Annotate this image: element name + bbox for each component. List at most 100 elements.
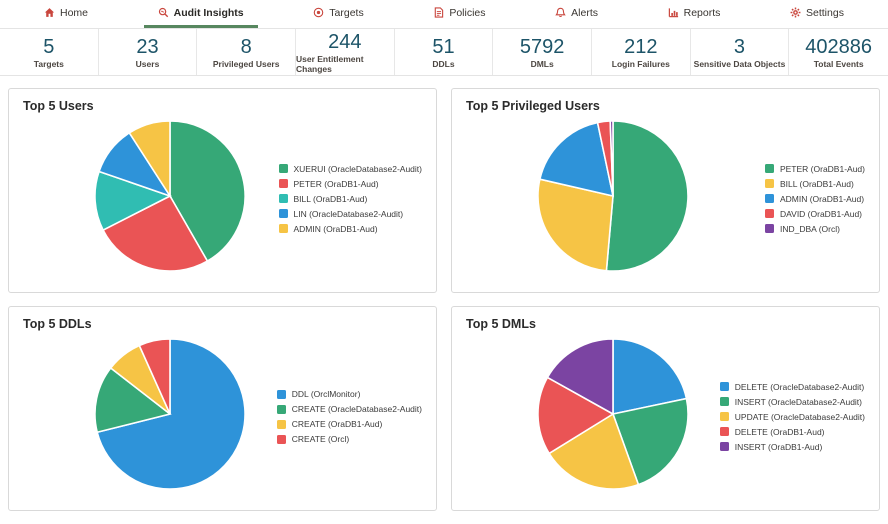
pie-slice[interactable] — [537, 178, 614, 272]
pie-slice[interactable] — [94, 366, 172, 434]
pie-slice[interactable] — [169, 120, 246, 263]
nav-item-alerts[interactable]: Alerts — [541, 0, 612, 28]
stat-login-failures: 212 Login Failures — [592, 29, 691, 75]
legend-item[interactable]: CREATE (Orcl) — [276, 434, 422, 444]
pie-slice[interactable] — [128, 120, 171, 199]
pie-wrap — [91, 335, 249, 498]
nav-item-policies[interactable]: Policies — [419, 0, 499, 28]
legend-label: CREATE (OraDB1-Aud) — [291, 419, 383, 429]
pie-slice[interactable] — [612, 338, 688, 415]
nav-item-label: Audit Insights — [173, 6, 244, 19]
legend-item[interactable]: CREATE (OracleDatabase2-Audit) — [276, 404, 422, 414]
legend-item[interactable]: DELETE (OraDB1-Aud) — [719, 426, 865, 437]
legend-label: IND_DBA (Orcl) — [779, 223, 840, 234]
legend-label: UPDATE (OracleDatabase2-Audit) — [734, 411, 865, 422]
legend-item[interactable]: ADMIN (OraDB1-Aud) — [764, 193, 865, 204]
pie-slice[interactable] — [538, 121, 615, 198]
legend-label: ADMIN (OraDB1-Aud) — [779, 193, 865, 204]
legend-item[interactable]: PETER (OraDB1-Aud) — [278, 179, 423, 189]
stat-users: 23 Users — [99, 29, 198, 75]
chart-legend: XUERUI (OracleDatabase2-Audit) PETER (Or… — [278, 164, 423, 234]
legend-item[interactable]: XUERUI (OracleDatabase2-Audit) — [278, 164, 422, 174]
legend-swatch — [719, 397, 729, 406]
pie-slice[interactable] — [548, 412, 640, 490]
pie-chart — [537, 338, 689, 490]
panel-top-5-privileged-users: Top 5 Privileged Users PETER (OraDB1-Aud… — [451, 88, 880, 293]
legend-label: INSERT (OracleDatabase2-Audit) — [734, 396, 863, 407]
target-icon — [313, 7, 324, 18]
legend-swatch — [276, 389, 286, 399]
stat-dmls: 5792 DMLs — [493, 29, 592, 75]
stat-total-events: 402886 Total Events — [789, 29, 888, 75]
stat-label: Targets — [33, 59, 64, 69]
legend-item[interactable]: DAVID (OraDB1-Aud) — [764, 209, 865, 219]
pie-slice[interactable] — [546, 338, 614, 416]
bar-chart-icon — [668, 7, 679, 18]
nav-item-label: Targets — [329, 6, 364, 19]
stat-value: 5792 — [519, 36, 565, 58]
legend-swatch — [719, 427, 729, 436]
nav-item-home[interactable]: Home — [30, 0, 102, 28]
legend-item[interactable]: IND_DBA (Orcl) — [764, 223, 865, 234]
nav-item-targets[interactable]: Targets — [299, 0, 377, 28]
pie-slice[interactable] — [138, 338, 171, 415]
pie-chart — [94, 120, 246, 272]
pie-slice[interactable] — [611, 397, 689, 486]
legend-item[interactable]: LIN (OracleDatabase2-Audit) — [278, 208, 423, 219]
legend-item[interactable]: INSERT (OraDB1-Aud) — [719, 441, 865, 452]
pie-chart — [537, 120, 689, 272]
legend-item[interactable]: DELETE (OracleDatabase2-Audit) — [719, 382, 865, 392]
legend-item[interactable]: UPDATE (OracleDatabase2-Audit) — [719, 411, 865, 422]
legend-swatch — [764, 224, 774, 233]
pie-wrap — [534, 117, 692, 280]
legend-item[interactable]: DDL (OrclMonitor) — [276, 389, 422, 399]
summary-stats-bar: 5 Targets 23 Users 8 Privileged Users 244 User … — [0, 28, 888, 76]
legend-swatch — [764, 179, 774, 188]
stat-value: 8 — [240, 36, 252, 58]
stat-value: 212 — [624, 36, 658, 58]
legend-item[interactable]: PETER (OraDB1-Aud) — [764, 164, 865, 174]
legend-swatch — [278, 179, 288, 188]
legend-item[interactable]: INSERT (OracleDatabase2-Audit) — [719, 396, 865, 407]
legend-label: LIN (OracleDatabase2-Audit) — [293, 208, 404, 219]
legend-item[interactable]: CREATE (OraDB1-Aud) — [276, 419, 422, 429]
panel-body: PETER (OraDB1-Aud) BILL (OraDB1-Aud) ADM… — [466, 113, 867, 284]
legend-swatch — [276, 434, 286, 444]
legend-item[interactable]: BILL (OraDB1-Aud) — [764, 179, 865, 189]
legend-label: DELETE (OraDB1-Aud) — [734, 426, 825, 437]
pie-slice[interactable] — [609, 120, 614, 197]
legend-item[interactable]: BILL (OraDB1-Aud) — [278, 193, 423, 204]
chart-legend: DELETE (OracleDatabase2-Audit) INSERT (O… — [719, 382, 865, 452]
stat-value: 23 — [136, 36, 159, 58]
nav-item-label: Settings — [806, 6, 844, 19]
stat-value: 51 — [432, 36, 455, 58]
legend-label: BILL (OraDB1-Aud) — [293, 193, 368, 204]
legend-swatch — [764, 194, 774, 203]
chart-legend: PETER (OraDB1-Aud) BILL (OraDB1-Aud) ADM… — [764, 164, 865, 234]
stat-user-entitlement-changes: 244 User Entitlement Changes — [296, 29, 395, 75]
panel-title: Top 5 Users — [23, 99, 94, 113]
panel-top-5-dmls: Top 5 DMLs DELETE (OracleDatabase2-Audit… — [451, 306, 880, 511]
legend-swatch — [719, 382, 729, 391]
pie-slice[interactable] — [102, 194, 209, 272]
pie-slice[interactable] — [94, 170, 173, 232]
legend-swatch — [278, 164, 288, 173]
pie-slice[interactable] — [605, 120, 689, 272]
legend-item[interactable]: ADMIN (OraDB1-Aud) — [278, 224, 423, 234]
legend-label: INSERT (OraDB1-Aud) — [734, 441, 823, 452]
chart-panels-grid: Top 5 Users XUERUI (OracleDatabase2-Audi… — [8, 88, 880, 511]
pie-slice[interactable] — [537, 376, 615, 455]
gear-icon — [790, 7, 801, 18]
legend-swatch — [278, 224, 288, 233]
nav-item-settings[interactable]: Settings — [776, 0, 858, 28]
stat-privileged-users: 8 Privileged Users — [197, 29, 296, 75]
stat-label: Privileged Users — [212, 59, 280, 69]
legend-label: DDL (OrclMonitor) — [291, 389, 361, 399]
nav-item-label: Policies — [449, 6, 486, 19]
legend-swatch — [764, 164, 774, 173]
nav-item-audit-insights[interactable]: Audit Insights — [143, 0, 258, 28]
policy-icon — [433, 7, 444, 18]
legend-swatch — [278, 209, 288, 218]
stat-label: Sensitive Data Objects — [693, 59, 786, 69]
nav-item-reports[interactable]: Reports — [654, 0, 735, 28]
